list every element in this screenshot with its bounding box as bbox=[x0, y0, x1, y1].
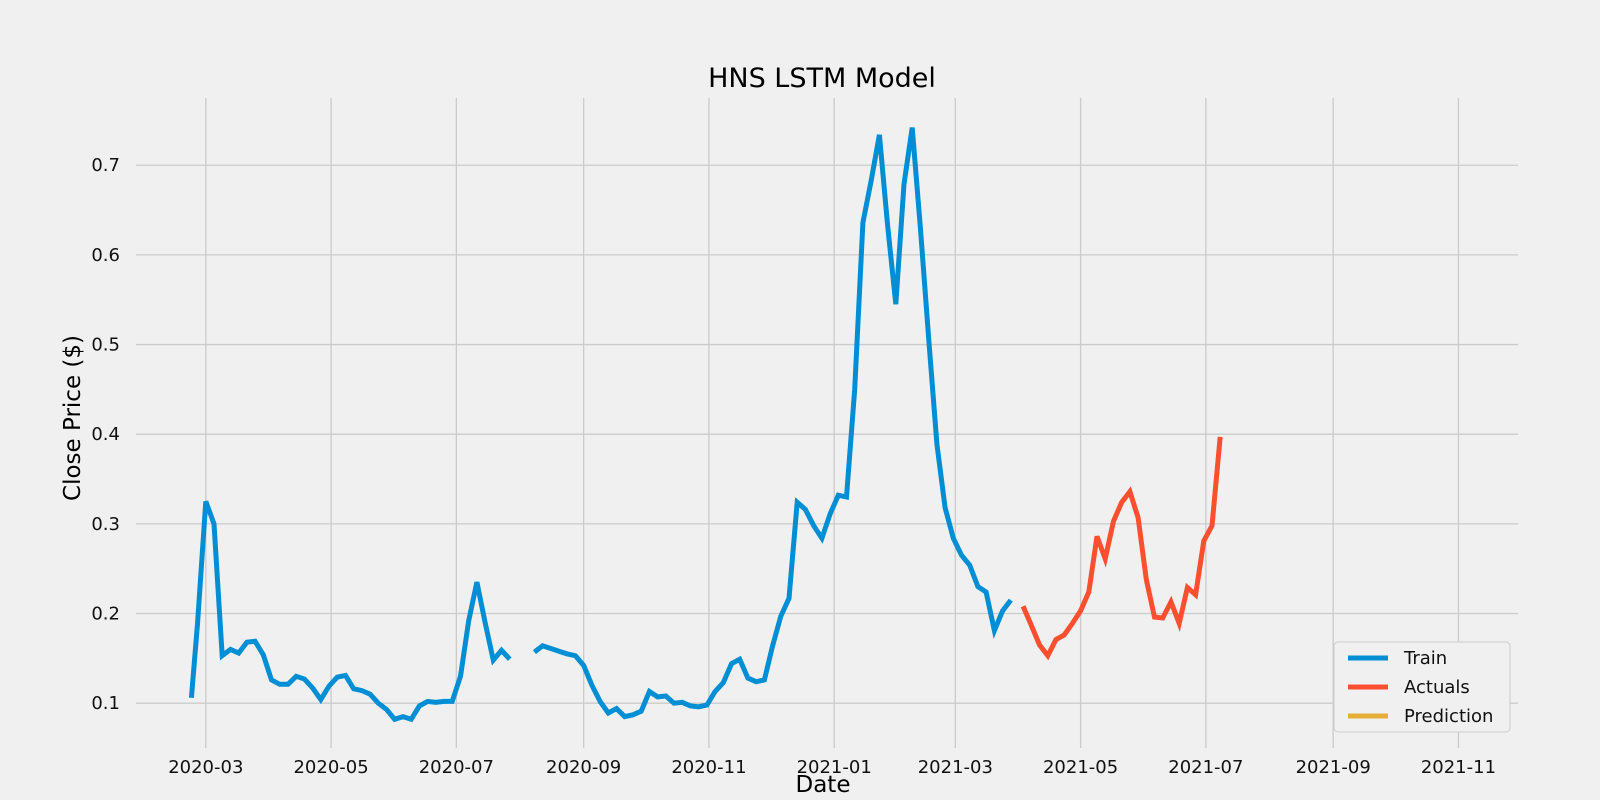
y-tick-label: 0.7 bbox=[91, 155, 120, 176]
x-tick-label: 2020-05 bbox=[293, 757, 368, 778]
y-tick-label: 0.1 bbox=[91, 693, 120, 714]
y-tick-label: 0.3 bbox=[91, 514, 120, 535]
x-tick-label: 2020-03 bbox=[168, 757, 243, 778]
x-tick-label: 2020-09 bbox=[546, 757, 621, 778]
vertical-gridlines bbox=[205, 98, 1460, 748]
y-tick-label: 0.2 bbox=[91, 604, 120, 625]
y-tick-labels: 0.1 0.2 0.3 0.4 0.5 0.6 0.7 bbox=[91, 155, 120, 714]
x-axis-label: Date bbox=[796, 772, 851, 798]
legend: Train Actuals Prediction bbox=[1333, 641, 1511, 733]
x-tick-label: 2021-07 bbox=[1168, 757, 1243, 778]
series-lines bbox=[188, 127, 1223, 723]
legend-train-label: Train bbox=[1403, 648, 1447, 669]
legend-box bbox=[1333, 641, 1511, 733]
legend-prediction-label: Prediction bbox=[1404, 706, 1493, 727]
y-tick-label: 0.4 bbox=[91, 424, 120, 445]
x-tick-label: 2021-03 bbox=[918, 757, 993, 778]
y-axis-label: Close Price ($) bbox=[60, 335, 86, 501]
x-tick-label: 2021-05 bbox=[1043, 757, 1118, 778]
horizontal-gridlines bbox=[136, 164, 1518, 704]
chart-title: HNS LSTM Model bbox=[708, 63, 936, 94]
x-tick-label: 2021-01 bbox=[797, 757, 872, 778]
series-line-actuals bbox=[1020, 436, 1223, 661]
x-tick-label: 2021-09 bbox=[1296, 757, 1371, 778]
x-tick-label: 2021-11 bbox=[1421, 757, 1496, 778]
y-tick-label: 0.6 bbox=[91, 245, 120, 266]
series-line-train bbox=[188, 127, 1013, 723]
x-tick-labels: 2020-03 2020-05 2020-07 2020-09 2020-11 2021-… bbox=[168, 757, 1496, 778]
y-tick-label: 0.5 bbox=[91, 335, 120, 356]
x-tick-label: 2020-07 bbox=[419, 757, 494, 778]
x-tick-label: 2020-11 bbox=[671, 757, 746, 778]
legend-actuals-label: Actuals bbox=[1404, 677, 1470, 698]
